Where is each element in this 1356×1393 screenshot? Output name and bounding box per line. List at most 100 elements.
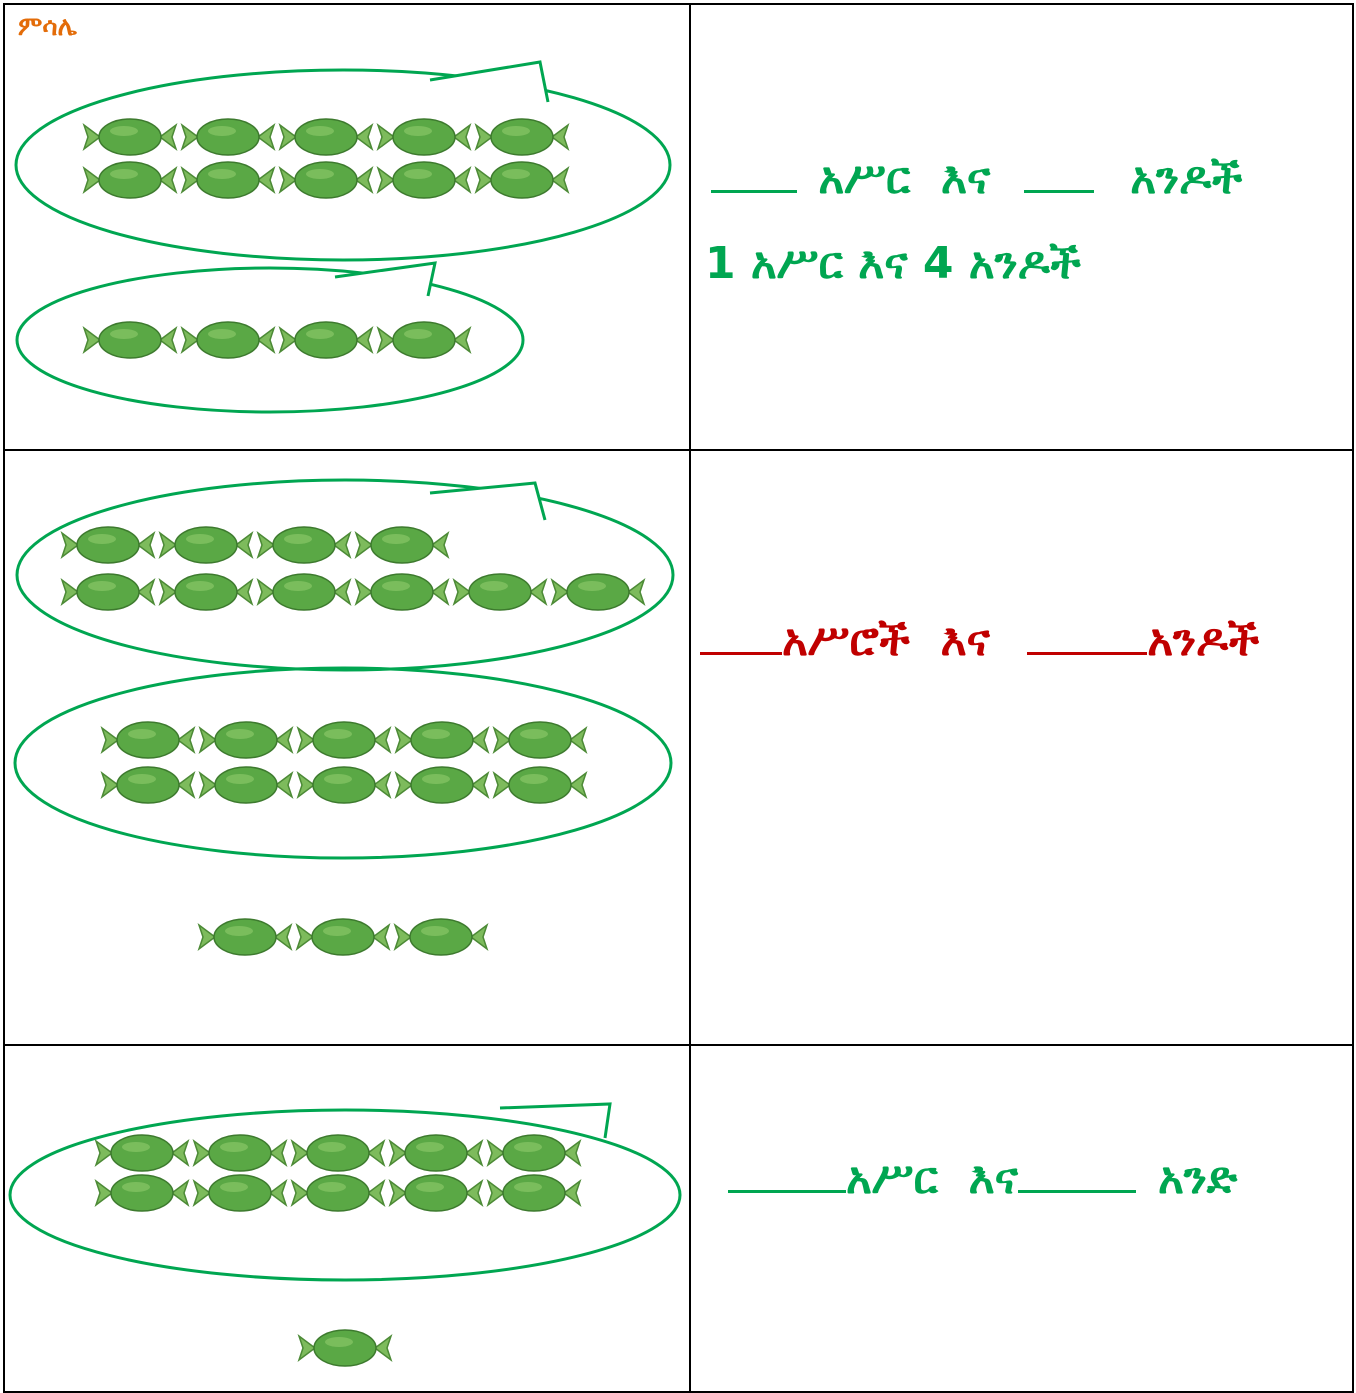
candies xyxy=(60,118,646,1367)
candy-end xyxy=(470,770,490,800)
candy-end xyxy=(550,165,570,195)
bubble-tail-fill xyxy=(430,62,548,102)
candy-shine xyxy=(208,126,236,136)
candy-body xyxy=(404,1134,468,1172)
candy-end xyxy=(354,165,374,195)
candy xyxy=(158,526,254,564)
candy-body xyxy=(272,573,336,611)
candy xyxy=(296,766,392,804)
candy xyxy=(192,1174,288,1212)
bubble-outline xyxy=(8,1108,682,1282)
candy xyxy=(376,321,472,359)
bubble-tail xyxy=(429,481,547,521)
candy xyxy=(94,1134,190,1172)
candy-end xyxy=(452,122,472,152)
candy-body xyxy=(392,118,456,156)
candy xyxy=(198,721,294,759)
prompt-word: አሥሮች xyxy=(782,615,910,666)
candy-body xyxy=(110,1174,174,1212)
candy xyxy=(278,118,374,156)
candy-end xyxy=(486,1138,506,1168)
candy xyxy=(60,573,156,611)
candy-shine xyxy=(382,534,410,544)
candy-shine xyxy=(422,729,450,739)
candy-shine xyxy=(520,774,548,784)
candy xyxy=(197,918,293,956)
candy-body xyxy=(410,721,474,759)
candy xyxy=(388,1174,484,1212)
candy-body xyxy=(392,161,456,199)
prompt-line: አሥሮች እና አንዶች xyxy=(700,612,1259,666)
candy-end xyxy=(273,922,293,952)
candy xyxy=(376,118,472,156)
candy-end xyxy=(296,725,316,755)
candy xyxy=(82,118,178,156)
candy-body xyxy=(208,1134,272,1172)
candy-end xyxy=(60,577,80,607)
candy-shine xyxy=(208,329,236,339)
candy-end xyxy=(268,1178,288,1208)
candy-end xyxy=(170,1178,190,1208)
candy-end xyxy=(136,577,156,607)
candy-shine xyxy=(318,1142,346,1152)
candy-body xyxy=(208,1174,272,1212)
candy-body xyxy=(312,721,376,759)
candy-end xyxy=(297,1333,317,1363)
candy-end xyxy=(373,1333,393,1363)
answer-line: 1 አሥር እና 4 አንዶች xyxy=(705,238,1081,289)
candy-body xyxy=(174,526,238,564)
candy-shine xyxy=(110,329,138,339)
bubble-outline xyxy=(14,68,672,262)
candy-shine xyxy=(225,926,253,936)
bubble-tail-fill xyxy=(335,263,435,296)
candy xyxy=(278,161,374,199)
candy-end xyxy=(366,1138,386,1168)
candy-body xyxy=(410,766,474,804)
candy-shine xyxy=(416,1182,444,1192)
candy-shine xyxy=(122,1182,150,1192)
candy-body xyxy=(116,721,180,759)
candy-end xyxy=(464,1178,484,1208)
candy-end xyxy=(394,725,414,755)
candy-end xyxy=(136,530,156,560)
candy xyxy=(376,161,472,199)
bubble-tail xyxy=(429,60,550,103)
candy xyxy=(474,161,570,199)
candy-shine xyxy=(110,169,138,179)
table-grid xyxy=(3,3,1354,1393)
candy-end xyxy=(296,770,316,800)
candy-end xyxy=(100,725,120,755)
candy-end xyxy=(394,770,414,800)
candy-end xyxy=(354,122,374,152)
candy-end xyxy=(474,165,494,195)
candy-end xyxy=(94,1178,114,1208)
candy-shine xyxy=(324,729,352,739)
prompt-word: አንድ xyxy=(1157,1153,1238,1204)
candy-end xyxy=(256,530,276,560)
candy-shine xyxy=(422,774,450,784)
candy-body xyxy=(214,721,278,759)
candy-end xyxy=(486,1178,506,1208)
candy-end xyxy=(568,725,588,755)
candy-shine xyxy=(284,581,312,591)
candy-body xyxy=(370,573,434,611)
speech-bubble xyxy=(14,60,672,262)
candy-shine xyxy=(88,534,116,544)
candy xyxy=(388,1134,484,1172)
candy-end xyxy=(82,325,102,355)
candy-end xyxy=(372,770,392,800)
candy-shine xyxy=(284,534,312,544)
candy-body xyxy=(502,1174,566,1212)
candy xyxy=(290,1134,386,1172)
candy-end xyxy=(492,770,512,800)
candy xyxy=(295,918,391,956)
candy xyxy=(278,321,374,359)
candy-shine xyxy=(110,126,138,136)
prompt-word: አሥር xyxy=(818,153,911,204)
candy-end xyxy=(452,577,472,607)
speech-bubble xyxy=(15,478,675,672)
candy-shine xyxy=(220,1182,248,1192)
candy-end xyxy=(469,922,489,952)
candy xyxy=(256,573,352,611)
candy-end xyxy=(376,325,396,355)
